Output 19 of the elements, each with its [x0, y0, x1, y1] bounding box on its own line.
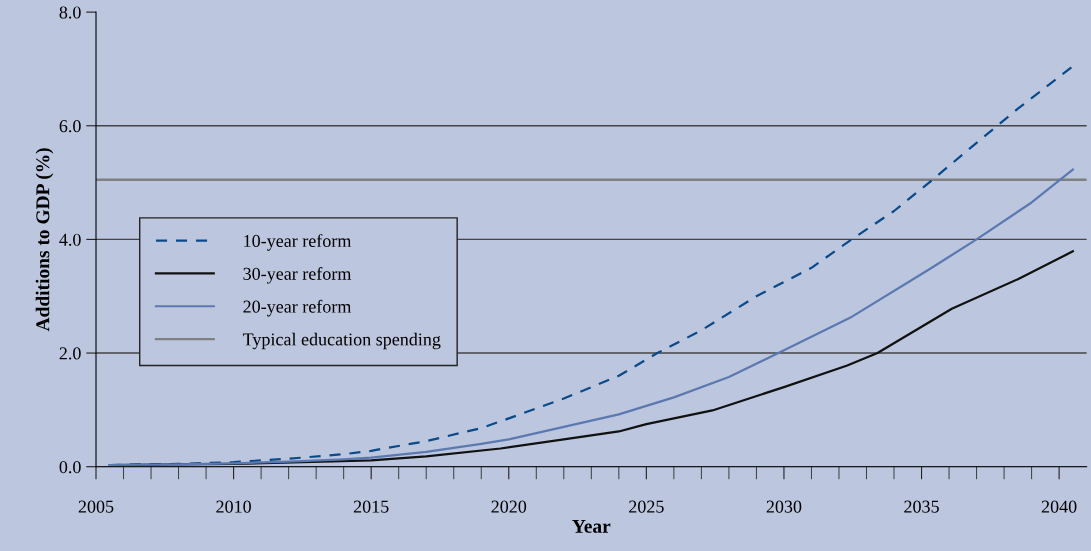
x-tick-label: 2010	[216, 500, 251, 513]
x-tick-label: 2020	[491, 500, 527, 513]
x-tick-label: 2030	[766, 500, 802, 513]
y-tick-label: 4.0	[59, 233, 81, 246]
x-tick-label: 2005	[78, 500, 114, 513]
y-tick-label: 8.0	[59, 6, 81, 19]
x-axis-title: Year	[572, 519, 611, 533]
legend-label: 30-year reform	[243, 266, 352, 284]
legend-label: 20-year reform	[243, 299, 352, 317]
x-tick-label: 2025	[629, 500, 664, 513]
y-tick-label: 6.0	[59, 120, 81, 133]
y-axis-title: Additions to GDP (%)	[35, 148, 54, 332]
x-tick-label: 2035	[904, 500, 939, 513]
x-tick-label: 2040	[1041, 500, 1077, 513]
legend-label: 10-year reform	[244, 234, 352, 251]
x-tick-label: 2015	[353, 500, 389, 513]
y-tick-label: 0.0	[59, 460, 81, 474]
legend-label: Typical education spending	[242, 332, 441, 350]
y-tick-label: 2.0	[59, 347, 81, 360]
